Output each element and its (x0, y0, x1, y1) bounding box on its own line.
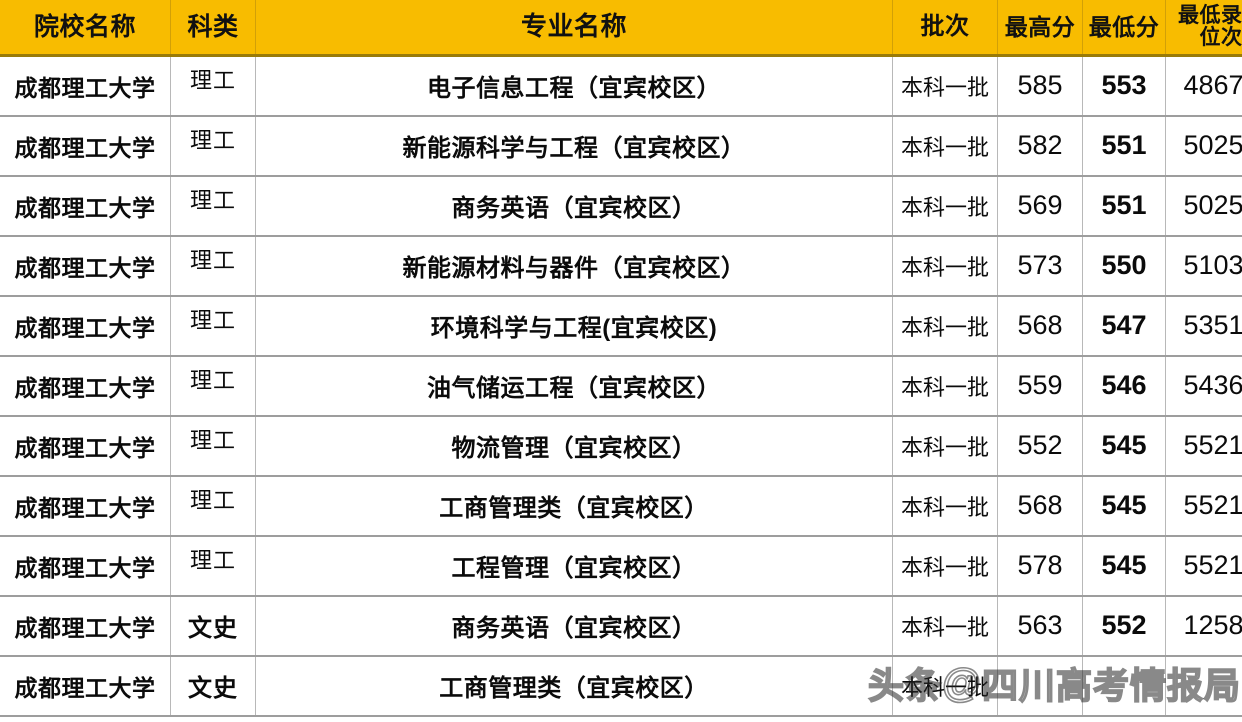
cell-min-score: 552 (1082, 595, 1166, 657)
cell-category: 理工 (170, 55, 256, 117)
cell-category: 理工 (170, 235, 256, 297)
cell-batch: 本科一批 (892, 175, 998, 237)
cell-max-score: 563 (997, 595, 1083, 657)
cell-university: 成都理工大学 (0, 475, 171, 537)
cell-batch: 本科一批 (892, 115, 998, 177)
cell-batch: 本科一批 (892, 295, 998, 357)
cell-category: 文史 (170, 595, 256, 657)
cell-max-score: 568 (997, 475, 1083, 537)
cell-major: 油气储运工程（宜宾校区） (255, 355, 893, 417)
cell-min-score (1082, 655, 1166, 717)
table-row[interactable]: 成都理工大学 文史 工商管理类（宜宾校区） 本科一批 (0, 655, 1242, 717)
cell-batch: 本科一批 (892, 55, 998, 117)
column-header-category[interactable]: 科类 (170, 0, 256, 57)
cell-max-score: 582 (997, 115, 1083, 177)
cell-major: 工商管理类（宜宾校区） (255, 475, 893, 537)
table-body: 成都理工大学理工电子信息工程（宜宾校区）本科一批58555348670成都理工大… (0, 55, 1242, 717)
cell-university: 成都理工大学 (0, 55, 171, 117)
cell-major: 商务英语（宜宾校区） (255, 175, 893, 237)
cell-max-score: 585 (997, 55, 1083, 117)
table-header-row: 院校名称 科类 专业名称 批次 最高分 最低分 最低录取位次 (0, 0, 1242, 57)
column-header-min-rank[interactable]: 最低录取位次 (1165, 0, 1242, 57)
cell-university: 成都理工大学 (0, 595, 171, 657)
cell-university: 成都理工大学 (0, 295, 171, 357)
cell-max-score: 578 (997, 535, 1083, 597)
cell-min-score: 546 (1082, 355, 1166, 417)
cell-max-score: 552 (997, 415, 1083, 477)
cell-min-score: 551 (1082, 115, 1166, 177)
cell-min-score: 553 (1082, 55, 1166, 117)
cell-min-rank: 54368 (1165, 355, 1242, 417)
cell-university: 成都理工大学 (0, 115, 171, 177)
cell-batch: 本科一批 (892, 355, 998, 417)
cell-university: 成都理工大学 (0, 175, 171, 237)
cell-min-score: 545 (1082, 535, 1166, 597)
cell-major: 新能源科学与工程（宜宾校区） (255, 115, 893, 177)
cell-major: 物流管理（宜宾校区） (255, 415, 893, 477)
column-header-batch[interactable]: 批次 (892, 0, 998, 57)
column-header-min-score[interactable]: 最低分 (1082, 0, 1166, 57)
cell-university: 成都理工大学 (0, 655, 171, 717)
cell-min-rank: 50259 (1165, 175, 1242, 237)
cell-min-rank: 51038 (1165, 235, 1242, 297)
cell-batch: 本科一批 (892, 655, 998, 717)
cell-min-rank (1165, 655, 1242, 717)
cell-major: 电子信息工程（宜宾校区） (255, 55, 893, 117)
cell-category: 文史 (170, 655, 256, 717)
cell-min-rank: 53515 (1165, 295, 1242, 357)
cell-category: 理工 (170, 475, 256, 537)
cell-max-score: 573 (997, 235, 1083, 297)
cell-major: 环境科学与工程(宜宾校区) (255, 295, 893, 357)
cell-category: 理工 (170, 535, 256, 597)
cell-batch: 本科一批 (892, 475, 998, 537)
cell-min-score: 547 (1082, 295, 1166, 357)
column-header-major[interactable]: 专业名称 (255, 0, 893, 57)
cell-university: 成都理工大学 (0, 235, 171, 297)
cell-major: 工程管理（宜宾校区） (255, 535, 893, 597)
cell-max-score: 559 (997, 355, 1083, 417)
cell-min-score: 545 (1082, 415, 1166, 477)
cell-max-score (997, 655, 1083, 717)
cell-min-score: 550 (1082, 235, 1166, 297)
cell-batch: 本科一批 (892, 235, 998, 297)
cell-major: 新能源材料与器件（宜宾校区） (255, 235, 893, 297)
cell-university: 成都理工大学 (0, 415, 171, 477)
cell-category: 理工 (170, 175, 256, 237)
cell-min-score: 551 (1082, 175, 1166, 237)
column-header-max-score[interactable]: 最高分 (997, 0, 1083, 57)
cell-category: 理工 (170, 415, 256, 477)
cell-major: 工商管理类（宜宾校区） (255, 655, 893, 717)
cell-max-score: 568 (997, 295, 1083, 357)
column-header-university[interactable]: 院校名称 (0, 0, 171, 57)
table-header: 院校名称 科类 专业名称 批次 最高分 最低分 最低录取位次 (0, 0, 1242, 57)
cell-min-rank: 12582 (1165, 595, 1242, 657)
cell-university: 成都理工大学 (0, 355, 171, 417)
cell-category: 理工 (170, 115, 256, 177)
cell-major: 商务英语（宜宾校区） (255, 595, 893, 657)
cell-category: 理工 (170, 355, 256, 417)
cell-batch: 本科一批 (892, 415, 998, 477)
cell-batch: 本科一批 (892, 595, 998, 657)
cell-min-rank: 50259 (1165, 115, 1242, 177)
cell-max-score: 569 (997, 175, 1083, 237)
cell-university: 成都理工大学 (0, 535, 171, 597)
cell-category: 理工 (170, 295, 256, 357)
cell-min-rank: 48670 (1165, 55, 1242, 117)
cell-min-score: 545 (1082, 475, 1166, 537)
cell-batch: 本科一批 (892, 535, 998, 597)
